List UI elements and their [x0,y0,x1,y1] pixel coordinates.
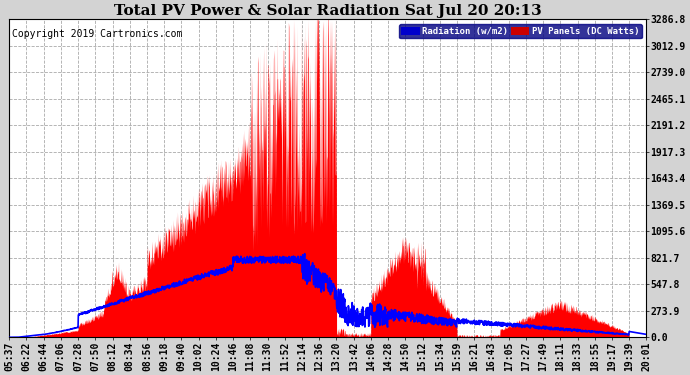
Legend: Radiation (w/m2), PV Panels (DC Watts): Radiation (w/m2), PV Panels (DC Watts) [399,24,642,38]
Text: Copyright 2019 Cartronics.com: Copyright 2019 Cartronics.com [12,29,183,39]
Title: Total PV Power & Solar Radiation Sat Jul 20 20:13: Total PV Power & Solar Radiation Sat Jul… [114,4,542,18]
